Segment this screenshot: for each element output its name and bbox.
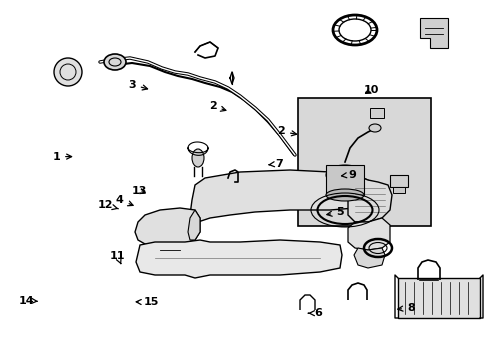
Polygon shape — [347, 218, 389, 250]
Text: 11: 11 — [109, 251, 125, 264]
Text: 15: 15 — [136, 297, 159, 307]
Text: 2: 2 — [208, 101, 225, 111]
Polygon shape — [190, 170, 371, 228]
Text: 6: 6 — [308, 308, 321, 318]
Text: 5: 5 — [326, 207, 343, 217]
Polygon shape — [135, 208, 200, 246]
Text: 7: 7 — [268, 159, 282, 169]
Bar — [397, 278, 479, 318]
Polygon shape — [136, 240, 341, 278]
Text: 8: 8 — [397, 303, 414, 313]
Bar — [369, 108, 383, 118]
Polygon shape — [419, 18, 447, 48]
Ellipse shape — [325, 165, 363, 185]
Ellipse shape — [368, 124, 380, 132]
Polygon shape — [353, 248, 384, 268]
Text: 12: 12 — [97, 200, 118, 210]
Bar — [389, 175, 407, 187]
Ellipse shape — [104, 54, 126, 70]
Text: 10: 10 — [363, 85, 379, 95]
Polygon shape — [187, 210, 200, 240]
Ellipse shape — [325, 189, 363, 201]
Text: 2: 2 — [277, 126, 296, 136]
Bar — [392, 187, 404, 193]
Text: 13: 13 — [131, 186, 147, 196]
Ellipse shape — [192, 149, 203, 167]
Bar — [297, 98, 430, 226]
Text: 1: 1 — [52, 152, 71, 162]
Circle shape — [54, 58, 82, 86]
Text: 9: 9 — [341, 170, 355, 180]
Polygon shape — [347, 175, 391, 222]
Text: 4: 4 — [116, 195, 133, 206]
Text: 14: 14 — [19, 296, 38, 306]
Bar — [325, 165, 363, 195]
Text: 3: 3 — [128, 80, 147, 90]
